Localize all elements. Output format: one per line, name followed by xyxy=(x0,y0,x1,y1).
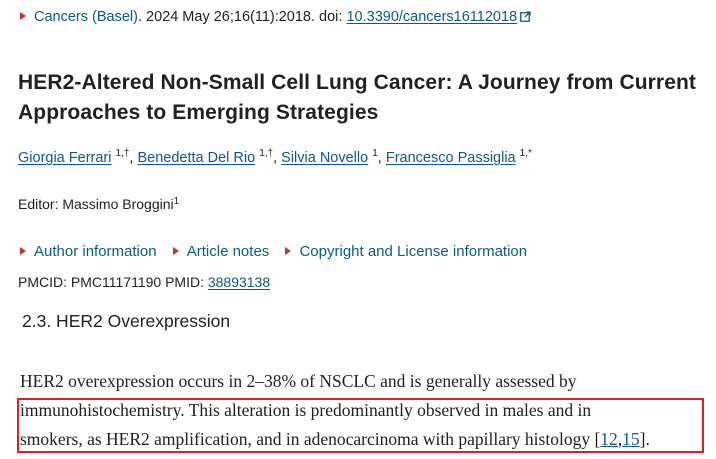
expand-triangle-icon xyxy=(285,247,292,255)
external-link-icon[interactable] xyxy=(520,11,531,22)
doi-link[interactable]: 10.3390/cancers16112018 xyxy=(346,9,518,25)
expand-triangle-icon[interactable] xyxy=(20,12,26,20)
author-affiliation: 1,* xyxy=(519,148,532,159)
paragraph-line: immunohistochemistry. This alteration is… xyxy=(20,400,592,420)
citation-details: . 2024 May 26;16(11):2018. doi: xyxy=(137,9,347,25)
author-list: Giorgia Ferrari 1,†, Benedetta Del Rio 1… xyxy=(18,148,532,166)
author-link[interactable]: Silvia Novello xyxy=(281,150,369,166)
author-information-toggle[interactable]: Author information xyxy=(20,243,157,260)
author-link[interactable]: Benedetta Del Rio xyxy=(137,150,256,166)
reference-link[interactable]: 15 xyxy=(622,429,640,449)
info-links: Author information Article notes Copyrig… xyxy=(20,243,539,260)
author-affiliation: 1,† xyxy=(115,148,130,159)
copyright-license-toggle[interactable]: Copyright and License information xyxy=(285,243,527,260)
author-affiliation: 1 xyxy=(372,148,378,159)
article-title: HER2-Altered Non-Small Cell Lung Cancer:… xyxy=(18,71,697,124)
pmcid-text: PMCID: PMC11171190 xyxy=(18,274,162,290)
author-link[interactable]: Francesco Passiglia xyxy=(385,150,516,166)
article-notes-toggle[interactable]: Article notes xyxy=(172,243,269,260)
paragraph-line: smokers, as HER2 amplification, and in a… xyxy=(20,429,650,449)
expand-triangle-icon xyxy=(172,247,179,255)
highlight-box xyxy=(17,398,704,453)
paragraph-line: HER2 overexpression occurs in 2–38% of N… xyxy=(20,371,577,391)
pmid-link[interactable]: 38893138 xyxy=(207,274,271,290)
editor-affiliation: 1 xyxy=(173,196,180,207)
expand-triangle-icon xyxy=(20,247,26,255)
editor-line: Editor: Massimo Broggini1 xyxy=(18,196,179,212)
body-paragraph: HER2 overexpression occurs in 2–38% of N… xyxy=(20,367,710,454)
section-heading: 2.3. HER2 Overexpression xyxy=(22,311,231,331)
article-ids: PMCID: PMC11171190 PMID: 38893138 xyxy=(18,274,270,290)
editor-label: Editor: Massimo Broggini xyxy=(18,196,174,212)
author-affiliation: 1,† xyxy=(259,148,274,159)
reference-link[interactable]: 12 xyxy=(600,429,618,449)
pmid-label: PMID: xyxy=(165,274,208,290)
journal-link[interactable]: Cancers (Basel) xyxy=(34,9,138,25)
citation-line: Cancers (Basel). 2024 May 26;16(11):2018… xyxy=(20,9,531,25)
author-link[interactable]: Giorgia Ferrari xyxy=(18,150,112,166)
